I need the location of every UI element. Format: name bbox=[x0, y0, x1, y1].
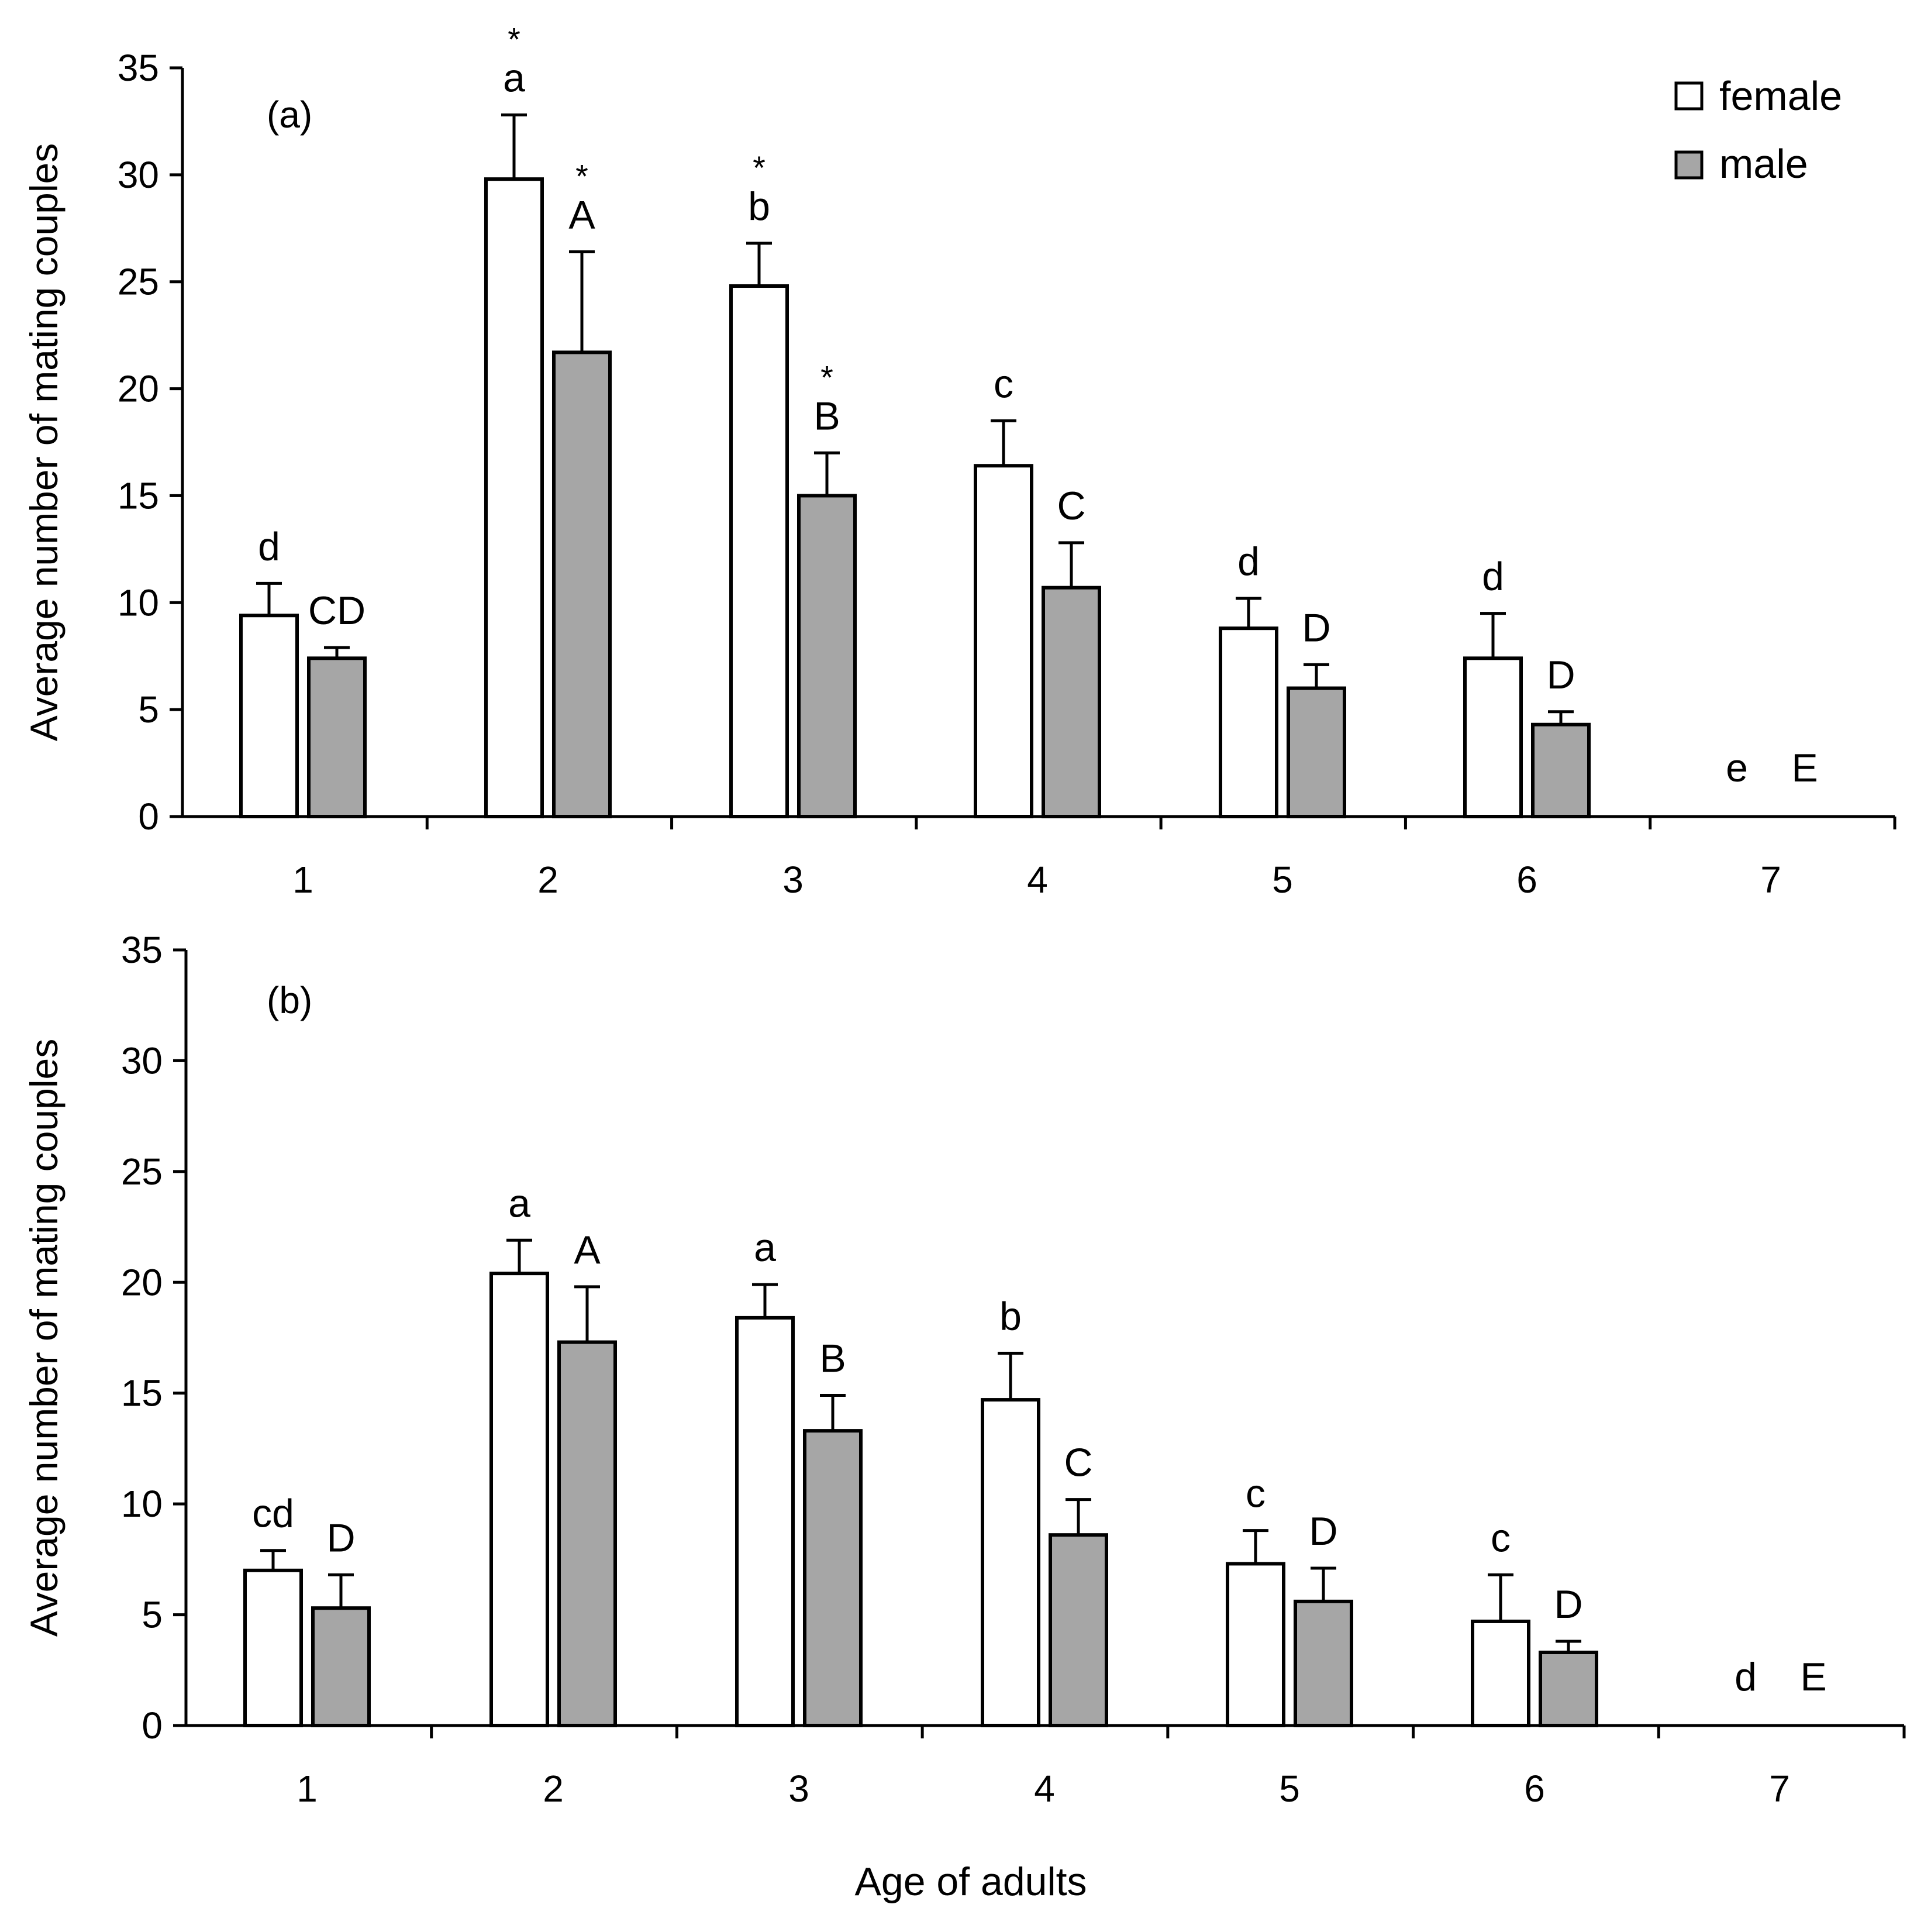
x-tick-label: 3 bbox=[788, 1768, 809, 1810]
y-tick-label: 25 bbox=[118, 261, 159, 303]
bar-female bbox=[489, 1272, 549, 1727]
sig-letter-female: e bbox=[1726, 746, 1748, 790]
sig-letter-female: d bbox=[1735, 1655, 1757, 1699]
sig-letter-male: A bbox=[574, 1228, 601, 1272]
sig-letter-male: C bbox=[1057, 484, 1085, 528]
legend-swatch-male bbox=[1674, 150, 1704, 180]
sig-letter-male: B bbox=[813, 394, 840, 438]
sig-letter-male: D bbox=[1309, 1509, 1337, 1554]
bar-female bbox=[1226, 1562, 1285, 1728]
x-tick-label: 1 bbox=[296, 1768, 318, 1810]
bar-female bbox=[484, 177, 544, 819]
sig-letter-male: D bbox=[1554, 1582, 1582, 1627]
sig-letter-male: D bbox=[1546, 653, 1575, 697]
bar-female bbox=[239, 614, 299, 818]
x-tick-label: 7 bbox=[1769, 1768, 1790, 1810]
y-tick-label: 0 bbox=[138, 795, 159, 838]
sig-letter-female: c bbox=[1246, 1472, 1266, 1516]
sig-letter-male: E bbox=[1800, 1655, 1826, 1699]
x-tick-label: 2 bbox=[537, 859, 558, 901]
legend-label-male: male bbox=[1719, 141, 1808, 187]
significance-star-male: * bbox=[820, 359, 833, 395]
bar-male bbox=[1287, 686, 1346, 818]
sig-letter-male: C bbox=[1064, 1441, 1092, 1485]
y-tick-label: 30 bbox=[121, 1039, 163, 1082]
y-tick-label: 0 bbox=[142, 1704, 163, 1747]
bar-female bbox=[243, 1568, 303, 1728]
y-tick-label: 35 bbox=[121, 929, 163, 971]
y-tick-label: 30 bbox=[118, 154, 159, 196]
sig-letter-male: CD bbox=[308, 588, 366, 633]
bar-male bbox=[1049, 1533, 1108, 1727]
x-tick-label: 1 bbox=[292, 859, 313, 901]
panel-a: 0 5 10 15 20 25 30 35 1 2 3 4 5 6 7 Average number of m… bbox=[22, 20, 1897, 901]
bar-male bbox=[1531, 722, 1591, 818]
significance-star-female: * bbox=[753, 149, 766, 186]
bar-female bbox=[1471, 1619, 1530, 1728]
bar-female bbox=[981, 1398, 1040, 1728]
sig-letter-female: a bbox=[508, 1181, 530, 1225]
sig-letter-female: a bbox=[754, 1225, 776, 1270]
significance-star-female: * bbox=[508, 20, 520, 57]
panel-label: (b) bbox=[267, 979, 312, 1021]
legend: female male bbox=[1674, 73, 1842, 187]
sig-letter-female: c bbox=[994, 361, 1013, 406]
legend-label-female: female bbox=[1719, 73, 1842, 119]
x-tick-label: 4 bbox=[1027, 859, 1048, 901]
panel-label: (a) bbox=[267, 94, 312, 136]
bar-male bbox=[803, 1429, 863, 1728]
y-axis-label: Average number of mating couples bbox=[22, 1039, 65, 1637]
legend-swatch-female bbox=[1674, 81, 1704, 111]
sig-letter-female: d bbox=[1482, 555, 1504, 599]
bar-male bbox=[1294, 1599, 1353, 1728]
sig-letter-male: D bbox=[1302, 605, 1330, 650]
bar-female bbox=[974, 464, 1033, 818]
bar-female bbox=[729, 284, 789, 818]
bar-male bbox=[797, 494, 857, 818]
sig-letter-female: b bbox=[748, 184, 770, 229]
y-axis-label: Average number of mating couples bbox=[22, 143, 65, 741]
sig-letter-female: d bbox=[1237, 539, 1260, 584]
bar-male bbox=[1539, 1650, 1598, 1727]
y-tick-label: 15 bbox=[118, 474, 159, 516]
x-tick-label: 2 bbox=[543, 1768, 564, 1810]
y-tick-label: 35 bbox=[118, 47, 159, 89]
sig-letter-female: cd bbox=[252, 1492, 294, 1536]
bar-male bbox=[307, 656, 367, 819]
y-tick-label: 10 bbox=[118, 581, 159, 624]
x-tick-label: 4 bbox=[1034, 1768, 1055, 1810]
bar-female bbox=[1463, 656, 1523, 819]
y-tick-label: 20 bbox=[121, 1261, 163, 1303]
bar-male bbox=[1042, 586, 1101, 819]
bar-male bbox=[311, 1606, 371, 1728]
y-tick-label: 20 bbox=[118, 368, 159, 410]
x-tick-label: 6 bbox=[1516, 859, 1537, 901]
y-tick-label: 15 bbox=[121, 1372, 163, 1414]
sig-letter-female: a bbox=[503, 56, 525, 100]
sig-letter-male: D bbox=[326, 1516, 355, 1560]
x-tick-label: 3 bbox=[782, 859, 804, 901]
x-tick-label: 6 bbox=[1524, 1768, 1545, 1810]
bar-male bbox=[552, 350, 612, 818]
significance-star-male: * bbox=[575, 158, 588, 195]
y-tick-label: 5 bbox=[138, 688, 159, 731]
sig-letter-male: B bbox=[819, 1337, 846, 1381]
sig-letter-male: A bbox=[568, 193, 595, 237]
x-tick-label: 7 bbox=[1760, 859, 1781, 901]
bar-female bbox=[1219, 626, 1278, 818]
y-tick-label: 25 bbox=[121, 1151, 163, 1193]
bar-female bbox=[735, 1315, 795, 1727]
sig-letter-male: E bbox=[1791, 746, 1818, 790]
panel-b: 0 5 10 15 20 25 30 35 1 2 3 4 5 6 7 Average number of m… bbox=[22, 929, 1906, 1810]
bar-male bbox=[557, 1340, 617, 1727]
y-tick-label: 10 bbox=[121, 1483, 163, 1525]
x-axis-label: Age of adults bbox=[855, 1859, 1087, 1904]
sig-letter-female: c bbox=[1491, 1516, 1511, 1560]
sig-letter-female: d bbox=[258, 524, 280, 569]
x-tick-label: 5 bbox=[1279, 1768, 1300, 1810]
x-tick-label: 5 bbox=[1272, 859, 1293, 901]
sig-letter-female: b bbox=[999, 1294, 1022, 1339]
y-tick-label: 5 bbox=[142, 1594, 163, 1636]
